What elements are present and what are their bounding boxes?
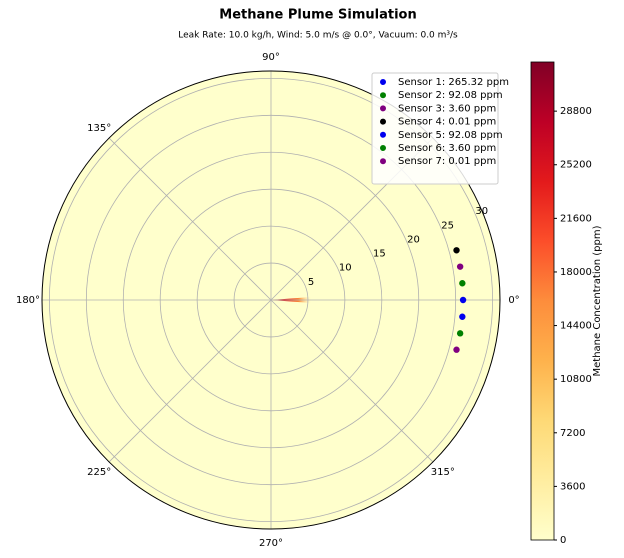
sensor-point	[456, 263, 464, 270]
legend-label: Sensor 3: 3.60 ppm	[398, 103, 496, 114]
colorbar-tick-label: 14400	[560, 321, 592, 332]
legend-label: Sensor 2: 92.08 ppm	[398, 90, 503, 101]
r-tick-label: 10	[339, 263, 352, 274]
colorbar-tick-label: 25200	[560, 160, 592, 171]
colorbar-label: Methane Concentration (ppm)	[592, 225, 603, 376]
polar-plot: 0° 90° 135° 180° 225° 270° 315° 5 10 15 20 25 30	[16, 52, 520, 549]
plot-border	[41, 70, 501, 530]
legend-label: Sensor 6: 3.60 ppm	[398, 143, 496, 154]
legend-marker	[380, 118, 386, 125]
sensor-point	[453, 247, 460, 254]
theta-grid-line	[108, 137, 272, 301]
colorbar-tick-label: 3600	[560, 481, 585, 492]
r-grid-circle	[233, 262, 309, 338]
legend-label: Sensor 1: 265.32 ppm	[398, 77, 509, 88]
theta-grid-line	[108, 299, 272, 463]
legend-marker	[380, 131, 386, 138]
theta-tick-label: 0°	[508, 295, 519, 306]
r-grid-circle	[159, 188, 383, 412]
r-tick-label: 20	[407, 234, 420, 245]
colorbar-tick-label: 0	[560, 535, 566, 546]
r-tick-label: 15	[373, 249, 386, 260]
sensor-point	[456, 330, 464, 337]
legend-label: Sensor 5: 92.08 ppm	[398, 130, 503, 141]
legend-marker	[380, 158, 386, 165]
r-grid-circle	[196, 225, 346, 375]
theta-tick-label: 90°	[262, 52, 280, 63]
colorbar-tick-label: 28800	[560, 106, 592, 117]
theta-tick-label: 315°	[431, 467, 455, 478]
r-tick-label: 30	[475, 206, 488, 217]
sensor-point	[453, 346, 460, 353]
r-grid-circle	[48, 77, 494, 523]
legend-marker	[380, 145, 386, 151]
legend-label: Sensor 7: 0.01 ppm	[398, 156, 496, 167]
chart-subtitle: Leak Rate: 10.0 kg/h, Wind: 5.0 m/s @ 0.…	[178, 31, 458, 41]
colorbar-tick-label: 18000	[560, 267, 592, 278]
theta-tick-label: 135°	[87, 123, 111, 134]
sensor-point	[459, 280, 466, 287]
theta-tick-label: 270°	[259, 538, 283, 549]
theta-tick-label: 225°	[87, 467, 111, 478]
colorbar-gradient	[530, 61, 555, 541]
colorbar-tick-label: 21600	[560, 213, 592, 224]
legend: Sensor 1: 265.32 ppm Sensor 2: 92.08 ppm S…	[371, 72, 509, 185]
r-tick-label: 25	[441, 220, 454, 231]
colorbar-tick-label: 7200	[560, 428, 585, 439]
r-grid-circle	[122, 151, 420, 449]
sensor-point	[459, 313, 466, 320]
chart-title: Methane Plume Simulation	[219, 8, 416, 23]
legend-marker	[380, 105, 386, 112]
legend-label: Sensor 4: 0.01 ppm	[398, 117, 496, 128]
r-tick-label: 5	[308, 277, 314, 288]
legend-box	[371, 72, 499, 185]
legend-marker	[380, 79, 386, 85]
legend-marker	[380, 92, 386, 99]
colorbar-tick-label: 10800	[560, 374, 592, 385]
theta-grid-line	[270, 299, 434, 463]
r-grid-circle	[85, 114, 457, 486]
colorbar: 0 3600 7200 10800 14400 18000 21600 25200 28800 M…	[530, 61, 603, 546]
sensor-point	[459, 296, 467, 304]
theta-tick-label: 180°	[16, 295, 40, 306]
